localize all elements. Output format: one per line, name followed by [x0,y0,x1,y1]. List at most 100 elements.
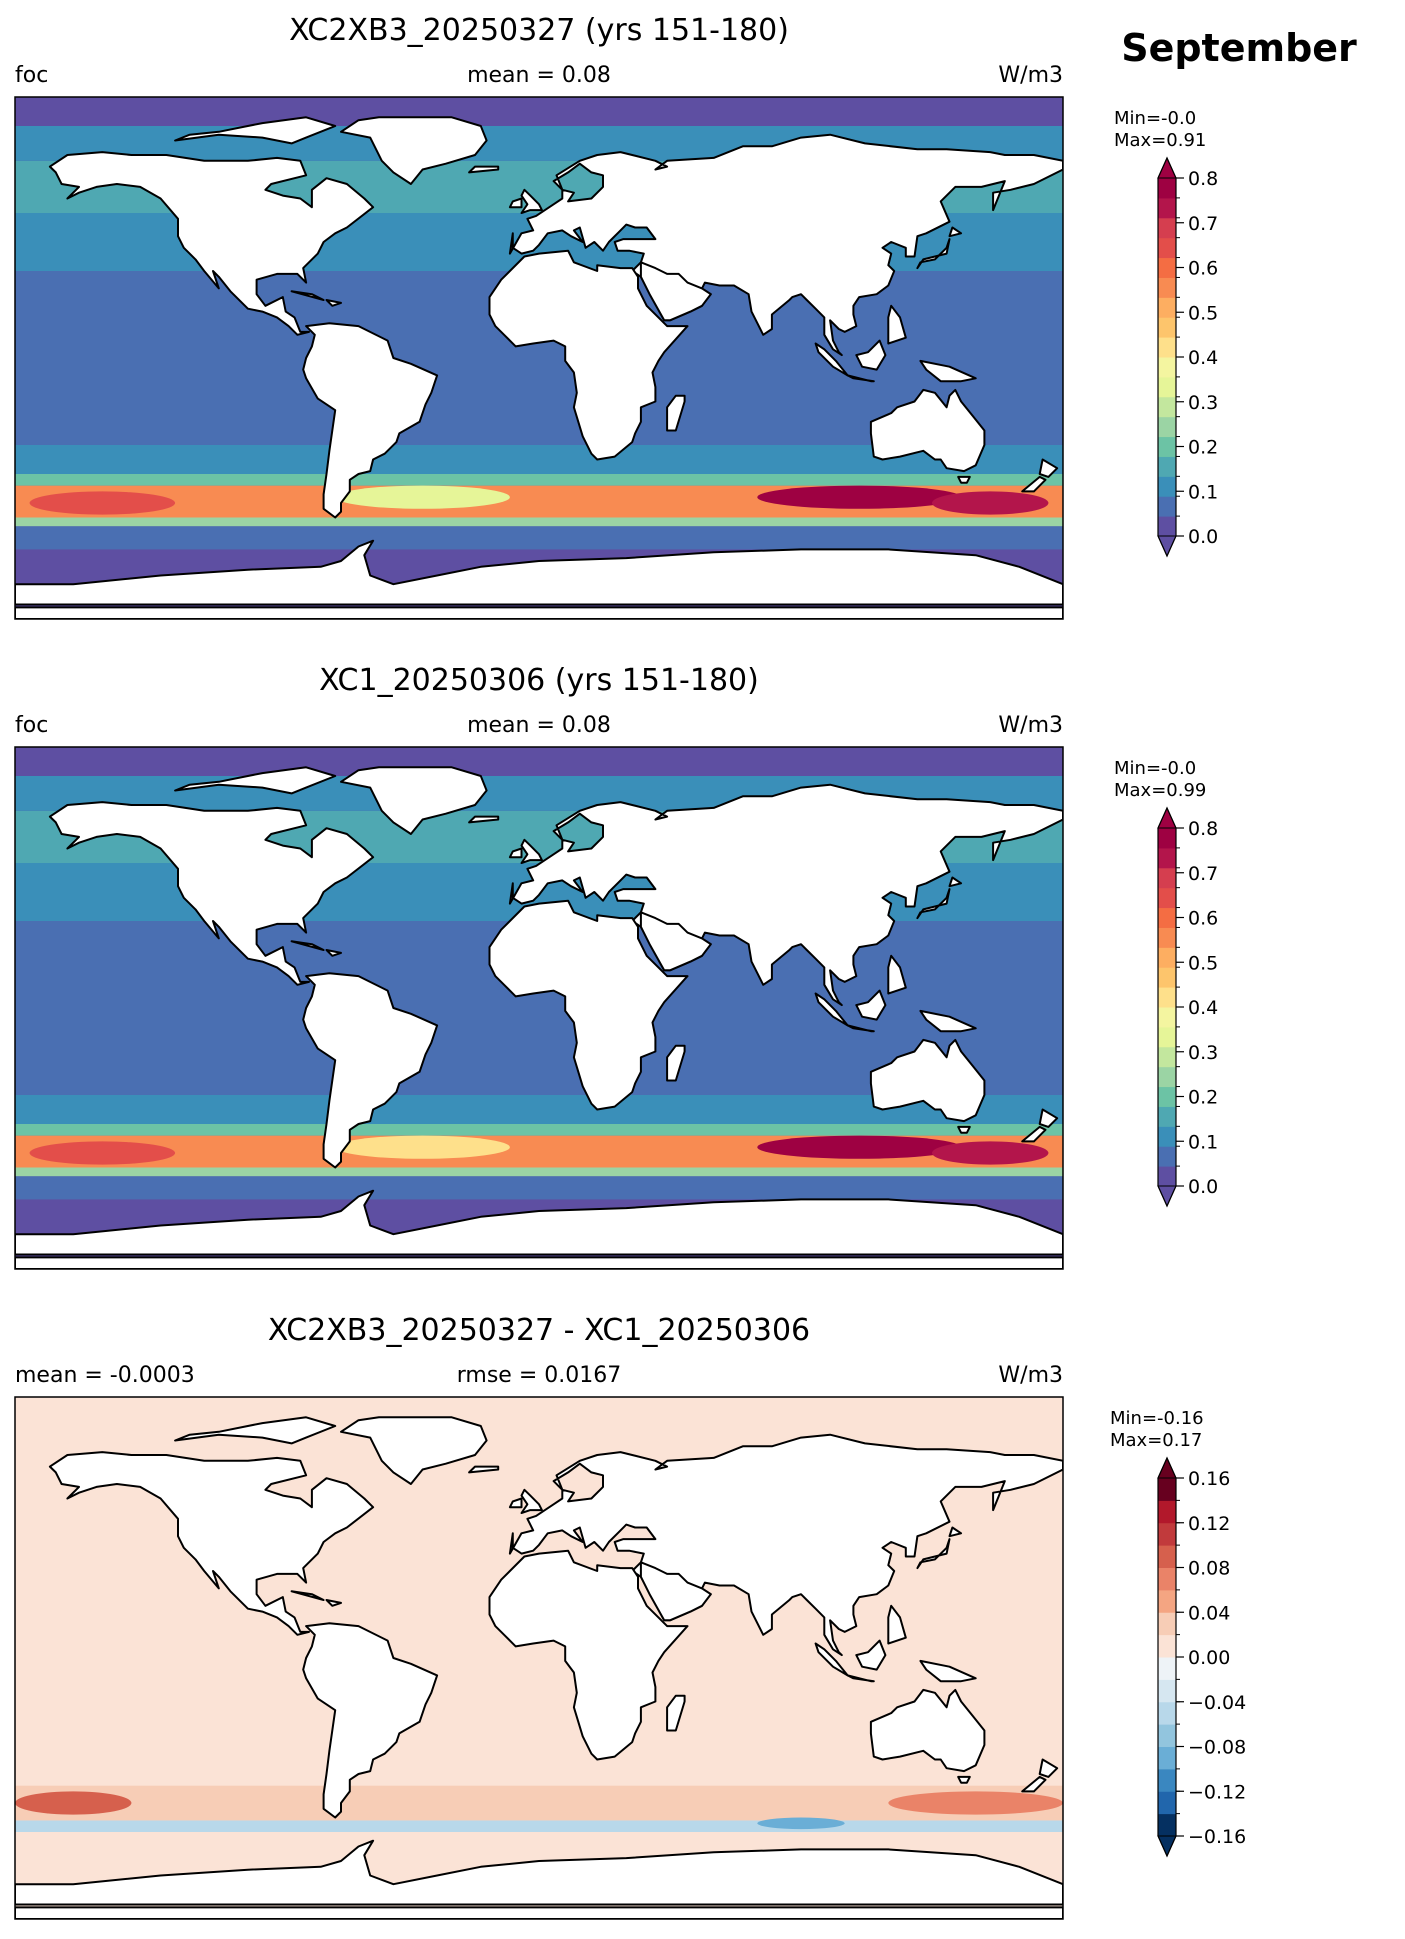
colorbar-tick-label: −0.16 [1188,1826,1246,1848]
colorbar-segment-2 [1158,1126,1176,1147]
colorbar-segment-4 [1158,1086,1176,1107]
landmass-17 [520,188,543,214]
panel-2-title: XC1_20250306 (yrs 151-180) [319,663,759,698]
panel-1-frame [14,96,1064,620]
colorbar-tick-label: 0.04 [1188,1602,1230,1624]
colorbar-segment-1 [1158,1146,1176,1167]
landmass-21 [1021,1775,1047,1793]
colorbar-segment-9 [1158,1612,1176,1636]
colorbar-tick-label: 0.3 [1188,392,1218,414]
colorbar-segment-5 [1158,1701,1176,1725]
colorbar-tick-label: 0.7 [1188,213,1218,235]
landmass-1 [340,116,488,185]
landmass-6 [666,1694,686,1732]
landmass-3 [302,972,439,1169]
colorbar-segment-17 [1158,828,1176,849]
colorbar-extend-over [1157,156,1177,179]
colorbar-segment-3 [1158,1746,1176,1770]
landmass-6 [666,394,686,432]
colorbar-segment-11 [1158,297,1176,318]
panel-2-min-label: Min=-0.0 [1114,758,1196,779]
colorbar-tick-label: 0.2 [1188,437,1218,459]
panel-2-max-label: Max=0.99 [1114,780,1206,801]
colorbar-segment-13 [1158,257,1176,278]
colorbar-segment-2 [1158,1768,1176,1792]
landmass-9 [15,539,1063,606]
field-blob-0 [757,485,962,509]
landmass-16 [948,876,963,888]
colorbar-segment-8 [1158,357,1176,378]
landmass-2 [174,1416,337,1445]
colorbar-segment-14 [1158,1500,1176,1524]
colorbar-segment-4 [1158,436,1176,457]
colorbar-segment-2 [1158,476,1176,497]
colorbar-segment-16 [1158,847,1176,869]
colorbar-tick-label: 0.8 [1188,168,1218,190]
landmass-23 [290,290,325,301]
landmass-7 [639,1561,712,1622]
landmass-23 [290,1590,325,1601]
panel-2-map [15,747,1063,1269]
colorbar-segment-10 [1158,317,1176,338]
landmass-21 [1021,475,1047,493]
landmass-8 [869,388,986,473]
panel-2-colorbar: 0.0 0.1 0.2 0.3 0.4 0.5 0.6 0.7 0.8 [1157,806,1218,1208]
colorbar-tick-label: 0.5 [1188,952,1218,974]
colorbar-segment-12 [1158,1545,1176,1568]
colorbar-segment-9 [1158,987,1176,1008]
landmass-0 [48,801,375,986]
colorbar-tick-label: −0.12 [1188,1781,1246,1803]
colorbar-tick-label: 0.5 [1188,302,1218,324]
landmass-24 [325,299,342,307]
colorbar-tick-label: 0.1 [1188,1131,1218,1153]
colorbar-segment-4 [1158,1724,1176,1747]
colorbar-tick-label: −0.04 [1188,1692,1246,1714]
panel-3-min-label: Min=-0.16 [1110,1408,1204,1429]
colorbar-segment-14 [1158,887,1176,909]
landmass-19 [468,165,500,174]
colorbar-segment-11 [1158,1567,1176,1591]
colorbar-segment-5 [1158,1066,1176,1088]
landmass-7 [639,911,712,972]
colorbar-segment-15 [1158,867,1176,889]
panel-3-land [15,1416,1063,1919]
landmass-14 [919,1009,977,1033]
colorbar-tick-label: 0.6 [1188,908,1218,930]
colorbar-tick-label: 0.4 [1188,347,1218,369]
colorbar-segment-7 [1158,376,1176,398]
landmass-0 [48,151,375,336]
landmass-15 [916,1538,951,1570]
landmass-0 [48,1451,375,1636]
landmass-20 [1038,1758,1059,1778]
colorbar-segment-13 [1158,1522,1176,1546]
landmass-15 [916,238,951,270]
landmass-22 [887,954,907,995]
landmass-25 [957,1125,971,1134]
field-blob-2 [757,1817,845,1830]
landmass-10 [15,606,1063,619]
colorbar-extend-over [1157,1456,1177,1479]
colorbar-segment-3 [1158,1106,1176,1127]
panel-3-max-label: Max=0.17 [1110,1430,1202,1451]
landmass-10 [15,1256,1063,1269]
landmass-13 [855,989,887,1021]
colorbar-segment-7 [1158,1026,1176,1048]
colorbar-segment-14 [1158,237,1176,259]
landmass-5 [488,249,689,461]
field-blob-1 [888,1791,1063,1815]
landmass-17 [520,1488,543,1514]
colorbar-extend-under [1157,1835,1177,1858]
landmass-2 [174,766,337,795]
landmass-1 [340,1416,488,1485]
field-band-4 [15,1124,1063,1136]
colorbar-segment-0 [1158,1166,1176,1187]
landmass-17 [520,838,543,864]
landmass-19 [468,1465,500,1474]
colorbar-segment-12 [1158,927,1176,948]
colorbar-segment-15 [1158,217,1176,239]
colorbar-extend-under [1157,535,1177,558]
colorbar-segment-13 [1158,907,1176,928]
panel-3-center-label: rmse = 0.0167 [457,1363,621,1388]
landmass-8 [869,1688,986,1773]
